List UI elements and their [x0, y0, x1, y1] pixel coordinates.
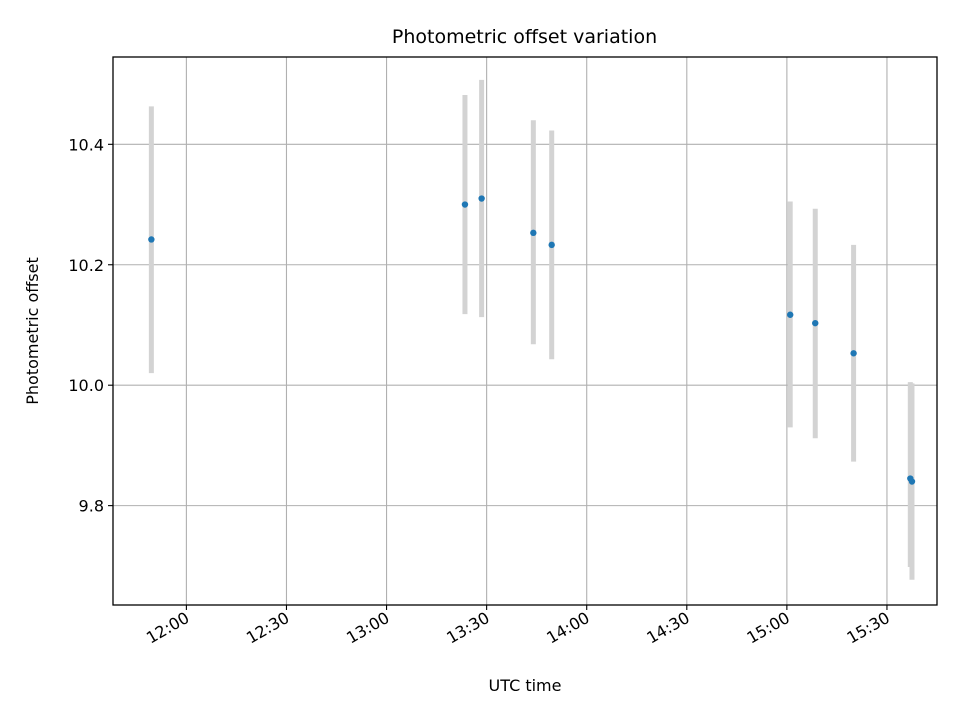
- data-point: [148, 236, 155, 243]
- x-tick-label: 14:30: [643, 608, 692, 648]
- x-tick-label: 13:30: [443, 608, 492, 648]
- data-point: [787, 311, 794, 318]
- data-point: [812, 319, 819, 327]
- error-bars: [148, 79, 915, 580]
- x-tick-label: 13:00: [343, 608, 392, 648]
- y-tick-label: 10.2: [68, 256, 104, 275]
- y-tick-label: 9.8: [79, 497, 104, 516]
- x-tick-label: 15:00: [743, 608, 792, 648]
- data-point: [850, 350, 857, 357]
- data-points: [148, 195, 916, 485]
- y-tick-label: 10.4: [68, 135, 104, 154]
- y-axis-label: Photometric offset: [23, 257, 42, 405]
- data-point: [478, 195, 485, 202]
- data-point: [908, 478, 916, 485]
- x-tick-label: 15:30: [844, 608, 893, 648]
- x-tick-label: 12:30: [243, 608, 292, 648]
- plot-frame: [112, 56, 938, 606]
- data-point: [530, 229, 537, 237]
- data-point: [548, 241, 555, 249]
- x-tick-label: 12:00: [143, 608, 192, 648]
- x-axis-label: UTC time: [489, 676, 562, 695]
- y-axis: 9.8 10.0 10.2 10.4: [68, 135, 113, 516]
- grid: [113, 57, 937, 605]
- chart-title: Photometric offset variation: [392, 26, 657, 48]
- y-tick-label: 10.0: [68, 376, 104, 395]
- x-axis: 12:00 12:30 13:00 13:30 14:00 14:30 15:00 15:30: [143, 605, 893, 648]
- x-tick-label: 14:00: [543, 608, 592, 648]
- data-point: [461, 201, 469, 208]
